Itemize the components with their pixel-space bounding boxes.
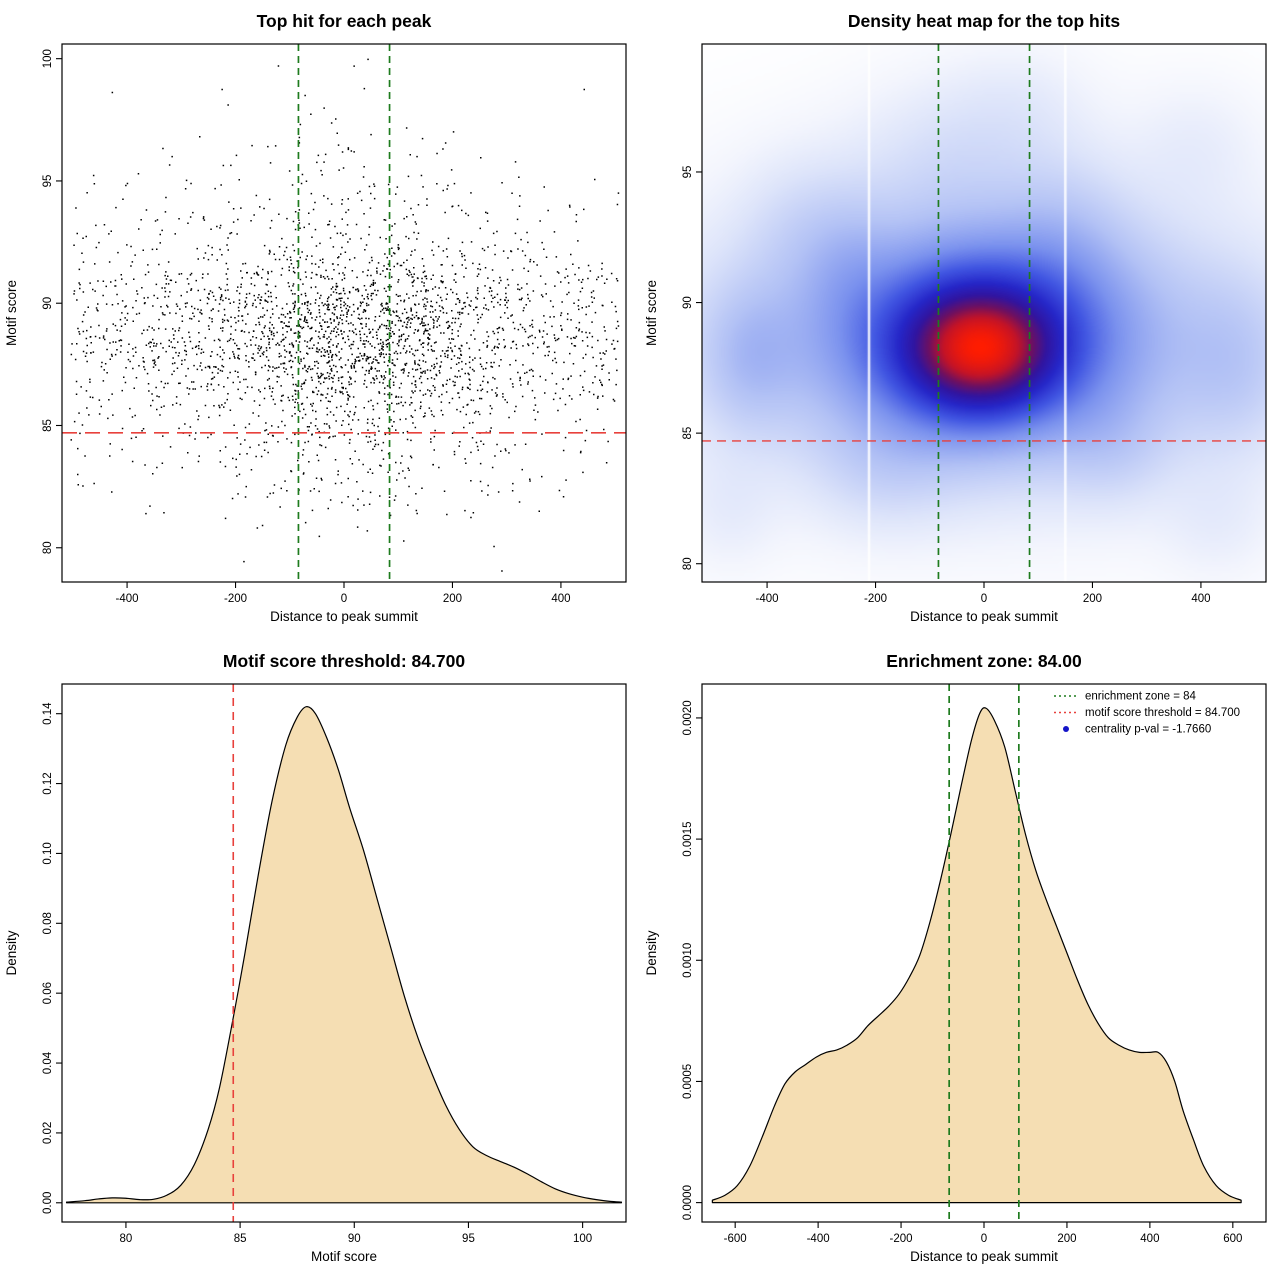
- svg-text:0: 0: [341, 593, 347, 605]
- svg-text:0.08: 0.08: [42, 912, 54, 934]
- svg-text:0.04: 0.04: [42, 1051, 54, 1074]
- svg-text:0.12: 0.12: [42, 772, 54, 794]
- enrichment-zone-density-panel: -600 -400 -200 0 200 400 600 0.0000 0.0005 0.0010…: [644, 651, 1267, 1264]
- svg-text:0.10: 0.10: [42, 842, 54, 864]
- svg-text:200: 200: [443, 593, 462, 605]
- svg-text:0.14: 0.14: [42, 702, 54, 725]
- svg-text:0.0015: 0.0015: [682, 822, 694, 857]
- svg-text:400: 400: [1191, 593, 1210, 605]
- svg-text:95: 95: [462, 1233, 475, 1245]
- svg-text:100: 100: [42, 49, 54, 68]
- svg-text:0.02: 0.02: [42, 1122, 54, 1144]
- svg-text:90: 90: [348, 1233, 361, 1245]
- svg-text:85: 85: [234, 1233, 247, 1245]
- svg-text:-200: -200: [224, 593, 247, 605]
- svg-text:centrality p-val = -1.7660: centrality p-val = -1.7660: [1085, 724, 1211, 736]
- svg-text:0: 0: [981, 1233, 987, 1245]
- heatmap-panel: -400 -200 0 200 400 80 85 90 95 Density heat map…: [644, 11, 1267, 624]
- svg-text:0.0010: 0.0010: [682, 943, 694, 978]
- svg-text:85: 85: [682, 427, 694, 440]
- svg-text:200: 200: [1057, 1233, 1076, 1245]
- svg-text:0.0020: 0.0020: [682, 700, 694, 735]
- y-axis-label: Motif score: [4, 280, 19, 346]
- panel-title: Density heat map for the top hits: [848, 11, 1121, 31]
- heatmap-plot-layer: -400 -200 0 200 400 80 85 90 95: [682, 43, 1267, 605]
- scatter-plot-layer: -400 -200 0 200 400 80 85 90 95 100: [42, 43, 627, 605]
- svg-text:80: 80: [42, 541, 54, 554]
- x-axis-label: Motif score: [311, 1249, 377, 1264]
- svg-text:0: 0: [981, 593, 987, 605]
- scatter-plot-panel: -400 -200 0 200 400 80 85 90 95 100 Top hit for e…: [4, 11, 627, 624]
- panel-title: Top hit for each peak: [257, 11, 432, 31]
- svg-text:0.06: 0.06: [42, 982, 54, 1004]
- panel-title: Enrichment zone: 84.00: [886, 651, 1082, 671]
- svg-text:-200: -200: [864, 593, 887, 605]
- y-axis-label: Motif score: [644, 280, 659, 346]
- svg-text:80: 80: [682, 557, 694, 570]
- svg-text:80: 80: [120, 1233, 133, 1245]
- svg-text:-400: -400: [116, 593, 139, 605]
- svg-text:0.00: 0.00: [42, 1192, 54, 1214]
- svg-text:600: 600: [1223, 1233, 1242, 1245]
- svg-text:motif score threshold = 84.700: motif score threshold = 84.700: [1085, 707, 1240, 719]
- svg-text:90: 90: [682, 296, 694, 309]
- x-axis-label: Distance to peak summit: [910, 1249, 1058, 1264]
- svg-text:0.0000: 0.0000: [682, 1185, 694, 1220]
- motif-score-density-panel: 80 85 90 95 100 0.00 0.02 0.04 0.06 0.08 0.10 0.12 0…: [4, 651, 627, 1264]
- x-axis-label: Distance to peak summit: [910, 609, 1058, 624]
- density-plot-layer: 80 85 90 95 100 0.00 0.02 0.04 0.06 0.08 0.10 0.12 0…: [42, 683, 627, 1245]
- svg-text:enrichment zone = 84: enrichment zone = 84: [1085, 691, 1197, 703]
- y-axis-label: Density: [4, 930, 19, 975]
- svg-text:95: 95: [42, 175, 54, 188]
- svg-text:200: 200: [1083, 593, 1102, 605]
- svg-text:0.0005: 0.0005: [682, 1064, 694, 1099]
- svg-text:400: 400: [1140, 1233, 1159, 1245]
- svg-text:-600: -600: [724, 1233, 747, 1245]
- svg-text:-200: -200: [890, 1233, 913, 1245]
- svg-text:-400: -400: [756, 593, 779, 605]
- density-plot-layer: -600 -400 -200 0 200 400 600 0.0000 0.0005 0.0010…: [682, 683, 1267, 1245]
- svg-text:-400: -400: [807, 1233, 830, 1245]
- y-axis-label: Density: [644, 930, 659, 975]
- svg-text:95: 95: [682, 166, 694, 179]
- svg-text:85: 85: [42, 419, 54, 432]
- svg-text:90: 90: [42, 297, 54, 310]
- svg-text:100: 100: [573, 1233, 592, 1245]
- panel-title: Motif score threshold: 84.700: [223, 651, 465, 671]
- x-axis-label: Distance to peak summit: [270, 609, 418, 624]
- svg-text:400: 400: [551, 593, 570, 605]
